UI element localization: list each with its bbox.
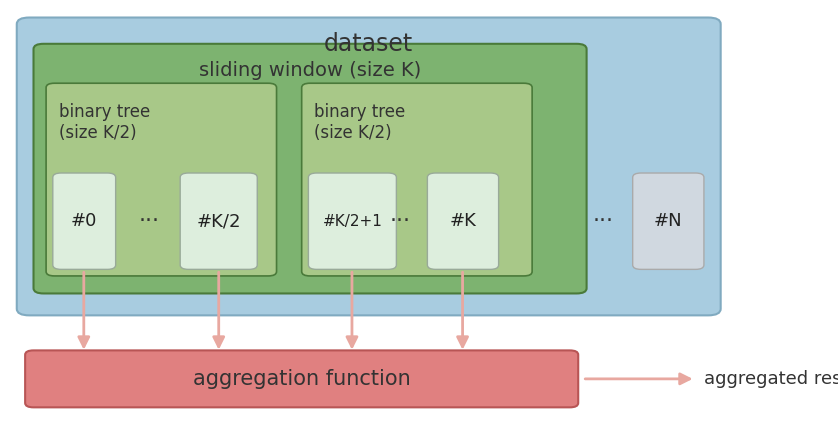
- Text: aggregated result: aggregated result: [704, 370, 838, 388]
- FancyBboxPatch shape: [53, 173, 116, 269]
- Text: ···: ···: [138, 211, 160, 231]
- Text: #0: #0: [71, 212, 97, 230]
- Text: #K: #K: [449, 212, 477, 230]
- FancyBboxPatch shape: [46, 83, 277, 276]
- FancyBboxPatch shape: [427, 173, 499, 269]
- Text: ···: ···: [592, 211, 614, 231]
- FancyBboxPatch shape: [17, 18, 721, 315]
- FancyBboxPatch shape: [302, 83, 532, 276]
- Text: ···: ···: [390, 211, 411, 231]
- FancyBboxPatch shape: [180, 173, 257, 269]
- FancyBboxPatch shape: [25, 350, 578, 407]
- Text: #K/2+1: #K/2+1: [323, 214, 382, 229]
- Text: sliding window (size K): sliding window (size K): [199, 60, 422, 80]
- Text: dataset: dataset: [324, 32, 413, 56]
- Text: #K/2: #K/2: [196, 212, 241, 230]
- FancyBboxPatch shape: [34, 44, 587, 293]
- Text: #N: #N: [654, 212, 683, 230]
- Text: binary tree
(size K/2): binary tree (size K/2): [314, 103, 406, 142]
- FancyBboxPatch shape: [308, 173, 396, 269]
- Text: binary tree
(size K/2): binary tree (size K/2): [59, 103, 150, 142]
- Text: aggregation function: aggregation function: [193, 369, 411, 389]
- FancyBboxPatch shape: [633, 173, 704, 269]
